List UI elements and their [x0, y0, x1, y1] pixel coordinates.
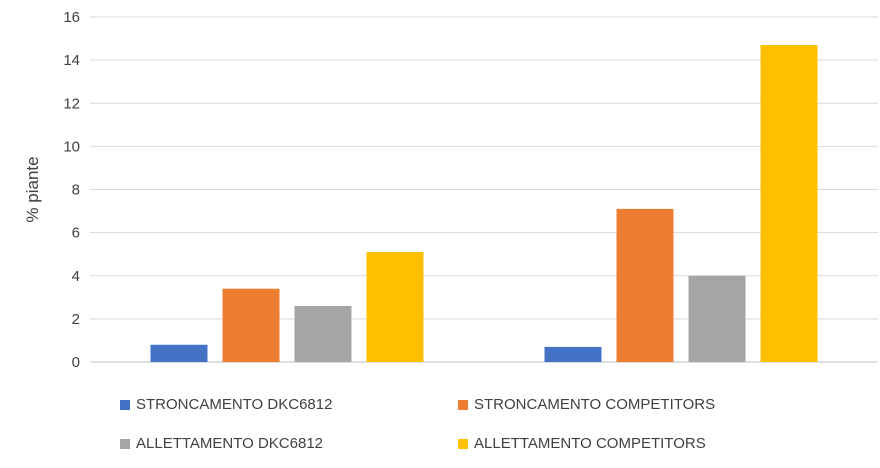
- y-tick-label: 0: [72, 354, 80, 371]
- legend-item: ALLETTAMENTO COMPETITORS: [458, 435, 838, 452]
- y-tick-label: 2: [72, 311, 80, 328]
- y-tick-label: 4: [72, 268, 80, 285]
- y-tick-label: 10: [63, 138, 80, 155]
- bar: [616, 208, 674, 362]
- legend: STRONCAMENTO DKC6812 STRONCAMENTO COMPETI…: [120, 396, 840, 452]
- bar: [150, 344, 208, 362]
- y-tick-label: 12: [63, 95, 80, 112]
- bar: [222, 288, 280, 362]
- bar: [760, 45, 818, 362]
- legend-swatch: [120, 399, 130, 410]
- plot-area: 0 2 4 6 8 10 12 14 16 % piante: [23, 9, 878, 371]
- legend-label: STRONCAMENTO COMPETITORS: [474, 396, 716, 413]
- bar: [294, 305, 352, 362]
- legend-swatch: [458, 399, 468, 410]
- y-axis-title: % piante: [23, 156, 42, 222]
- y-tick-label: 14: [63, 52, 80, 69]
- legend-label: ALLETTAMENTO DKC6812: [136, 435, 324, 452]
- y-tick-label: 6: [72, 225, 80, 242]
- y-tick-label: 8: [72, 182, 80, 199]
- legend-label: STRONCAMENTO DKC6812: [136, 396, 333, 413]
- legend-item: STRONCAMENTO DKC6812: [120, 396, 458, 413]
- bar: [366, 252, 424, 362]
- bar: [688, 275, 746, 362]
- bar: [544, 346, 602, 362]
- y-tick-label: 16: [63, 9, 80, 26]
- legend-label: ALLETTAMENTO COMPETITORS: [474, 435, 706, 452]
- legend-item: ALLETTAMENTO DKC6812: [120, 435, 458, 452]
- legend-item: STRONCAMENTO COMPETITORS: [458, 396, 838, 413]
- legend-swatch: [120, 438, 130, 449]
- legend-swatch: [458, 438, 468, 449]
